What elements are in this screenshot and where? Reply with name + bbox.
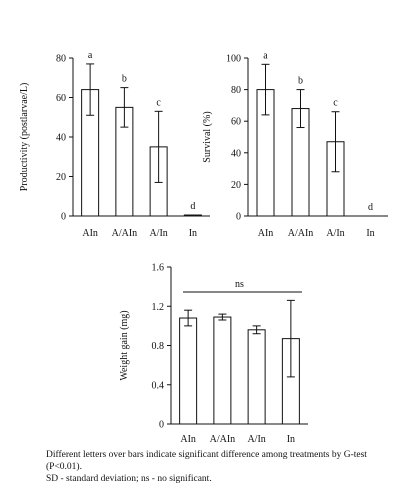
significance-letter: c: [156, 97, 161, 108]
significance-letter: a: [263, 50, 268, 61]
caption-line-3: SD - standard deviation; ns - no signifi…: [46, 474, 212, 484]
bar: [179, 317, 198, 425]
y-axis-title: Survival (%): [202, 111, 213, 162]
significance-letter: c: [333, 98, 338, 109]
bar: [183, 214, 202, 217]
y-tick-label: 0: [159, 420, 164, 431]
chart-3: 0 0.4 0.8 1.2 1.6 Weight gain (mg) AIn A/AIn A/I…: [119, 263, 308, 445]
y-tick-label: 20: [231, 180, 241, 191]
y-tick-label: 40: [56, 133, 66, 144]
y-tick-label: 100: [226, 54, 241, 65]
y-tick-label: 0: [236, 212, 241, 223]
x-tick-label: AIn: [82, 228, 98, 239]
significance-letter: d: [368, 202, 373, 213]
x-tick-label: A/In: [326, 228, 344, 239]
bar: [247, 329, 266, 425]
significance-letter: b: [298, 76, 303, 87]
caption-line-1: Different letters over bars indicate sig…: [46, 450, 367, 460]
x-tick-label: AIn: [258, 228, 274, 239]
x-tick-label: A/AIn: [288, 228, 314, 239]
significance-letter: d: [190, 201, 195, 212]
x-tick-label: In: [189, 228, 197, 239]
bar: [213, 316, 232, 425]
x-tick-label: A/AIn: [210, 434, 236, 445]
y-axis-title: Productivity (postlarvae/L): [19, 83, 30, 192]
y-tick-label: 80: [56, 54, 66, 65]
annotation-text: ns: [235, 279, 244, 290]
y-tick-label: 60: [231, 117, 241, 128]
significance-letter: a: [88, 50, 93, 61]
y-tick-label: 0: [61, 212, 66, 223]
chart-1: 0 20 40 60 80 Productivity (postlarvae/L) a AIn…: [19, 50, 210, 239]
y-tick-label: 0.4: [152, 380, 165, 391]
x-tick-label: A/In: [247, 434, 265, 445]
y-tick-label: 0.8: [152, 341, 165, 352]
x-tick-label: A/AIn: [112, 228, 138, 239]
y-tick-label: 60: [56, 93, 66, 104]
y-axis-title: Weight gain (mg): [119, 310, 130, 380]
chart-2: 0 20 40 60 80 100 Survival (%) a AIn b A/AIn c A/In d…: [202, 50, 388, 239]
y-tick-label: 40: [231, 148, 241, 159]
x-tick-label: In: [366, 228, 374, 239]
figure-caption: Different letters over bars indicate sig…: [46, 449, 406, 485]
y-tick-label: 20: [56, 172, 66, 183]
x-tick-label: In: [287, 434, 295, 445]
caption-line-2: (P<0.01).: [46, 462, 82, 472]
y-tick-label: 1.6: [152, 263, 165, 274]
significance-letter: b: [122, 74, 127, 85]
x-tick-label: AIn: [180, 434, 196, 445]
y-tick-label: 1.2: [152, 302, 165, 313]
y-tick-label: 80: [231, 85, 241, 96]
x-tick-label: A/In: [149, 228, 167, 239]
